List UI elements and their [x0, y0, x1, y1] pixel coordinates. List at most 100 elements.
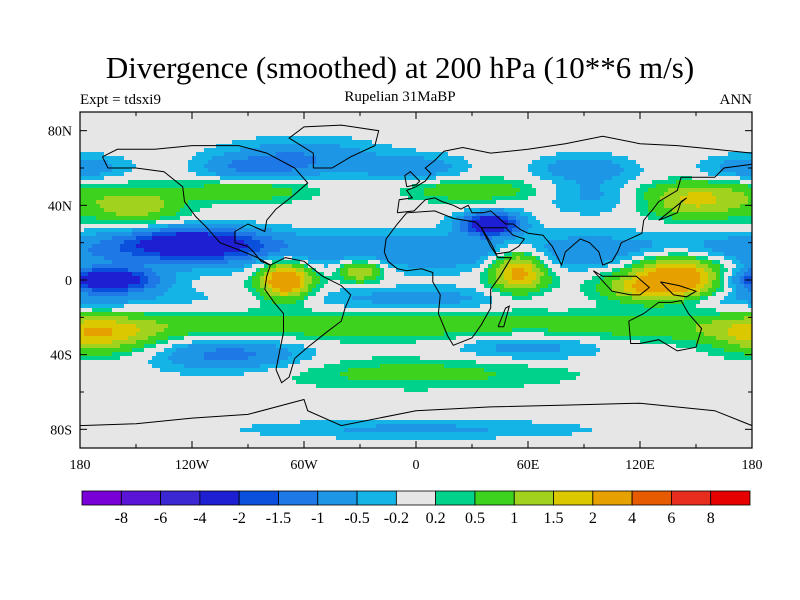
field-cell — [524, 228, 529, 233]
field-cell — [384, 132, 389, 137]
field-cell — [516, 220, 521, 225]
field-cell — [564, 168, 569, 173]
field-cell — [484, 176, 489, 181]
field-cell — [576, 120, 581, 125]
field-cell — [352, 120, 357, 125]
field-cell — [128, 168, 133, 173]
field-cell — [224, 180, 229, 185]
field-cell — [108, 172, 113, 177]
field-cell — [456, 188, 461, 193]
field-cell — [652, 120, 657, 125]
field-cell — [396, 176, 401, 181]
field-cell — [376, 220, 381, 225]
field-cell — [492, 124, 497, 129]
field-cell — [340, 148, 345, 153]
field-cell — [496, 184, 501, 189]
field-cell — [532, 184, 537, 189]
field-cell — [672, 172, 677, 177]
field-cell — [148, 196, 153, 201]
field-cell — [396, 228, 401, 233]
field-cell — [180, 128, 185, 133]
field-cell — [592, 116, 597, 121]
field-cell — [732, 168, 737, 173]
field-cell — [376, 212, 381, 217]
field-cell — [636, 200, 641, 205]
field-cell — [284, 188, 289, 193]
field-cell — [92, 172, 97, 177]
field-cell — [84, 180, 89, 185]
field-cell — [236, 160, 241, 165]
field-cell — [96, 112, 101, 117]
field-cell — [280, 228, 285, 233]
field-cell — [460, 200, 465, 205]
field-cell — [500, 112, 505, 117]
field-cell — [208, 184, 213, 189]
field-cell — [464, 164, 469, 169]
field-cell — [212, 148, 217, 153]
field-cell — [280, 140, 285, 145]
field-cell — [504, 216, 509, 221]
field-cell — [660, 204, 665, 209]
field-cell — [292, 136, 297, 141]
field-cell — [460, 116, 465, 121]
field-cell — [108, 216, 113, 221]
field-cell — [216, 228, 221, 233]
field-cell — [700, 144, 705, 149]
field-cell — [376, 168, 381, 173]
field-cell — [172, 160, 177, 165]
field-cell — [220, 120, 225, 125]
field-cell — [564, 228, 569, 233]
field-cell — [560, 120, 565, 125]
field-cell — [444, 116, 449, 121]
field-cell — [352, 204, 357, 209]
field-cell — [608, 192, 613, 197]
field-cell — [200, 176, 205, 181]
field-cell — [328, 220, 333, 225]
field-cell — [312, 204, 317, 209]
field-cell — [676, 192, 681, 197]
field-cell — [536, 156, 541, 161]
field-cell — [496, 140, 501, 145]
field-cell — [656, 112, 661, 117]
field-cell — [248, 156, 253, 161]
field-cell — [80, 136, 85, 141]
field-cell — [288, 164, 293, 169]
field-cell — [304, 184, 309, 189]
field-cell — [152, 152, 157, 157]
field-cell — [480, 212, 485, 217]
field-cell — [188, 172, 193, 177]
field-cell — [376, 228, 381, 233]
field-cell — [224, 184, 229, 189]
field-cell — [676, 112, 681, 117]
field-cell — [420, 208, 425, 213]
field-cell — [344, 220, 349, 225]
field-cell — [656, 128, 661, 133]
field-cell — [684, 220, 689, 225]
field-cell — [464, 128, 469, 133]
field-cell — [96, 224, 101, 229]
field-cell — [496, 220, 501, 225]
field-cell — [376, 112, 381, 117]
field-cell — [720, 216, 725, 221]
field-cell — [448, 160, 453, 165]
field-cell — [420, 180, 425, 185]
field-cell — [212, 200, 217, 205]
field-cell — [388, 128, 393, 133]
field-cell — [632, 132, 637, 137]
field-cell — [580, 156, 585, 161]
field-cell — [124, 204, 129, 209]
field-cell — [736, 192, 741, 197]
field-cell — [648, 196, 653, 201]
field-cell — [228, 192, 233, 197]
field-cell — [148, 204, 153, 209]
field-cell — [92, 148, 97, 153]
field-cell — [240, 184, 245, 189]
field-cell — [596, 188, 601, 193]
field-cell — [656, 160, 661, 165]
field-cell — [176, 228, 181, 233]
field-cell — [112, 164, 117, 169]
field-cell — [208, 168, 213, 173]
field-cell — [240, 132, 245, 137]
field-cell — [300, 164, 305, 169]
field-cell — [100, 128, 105, 133]
